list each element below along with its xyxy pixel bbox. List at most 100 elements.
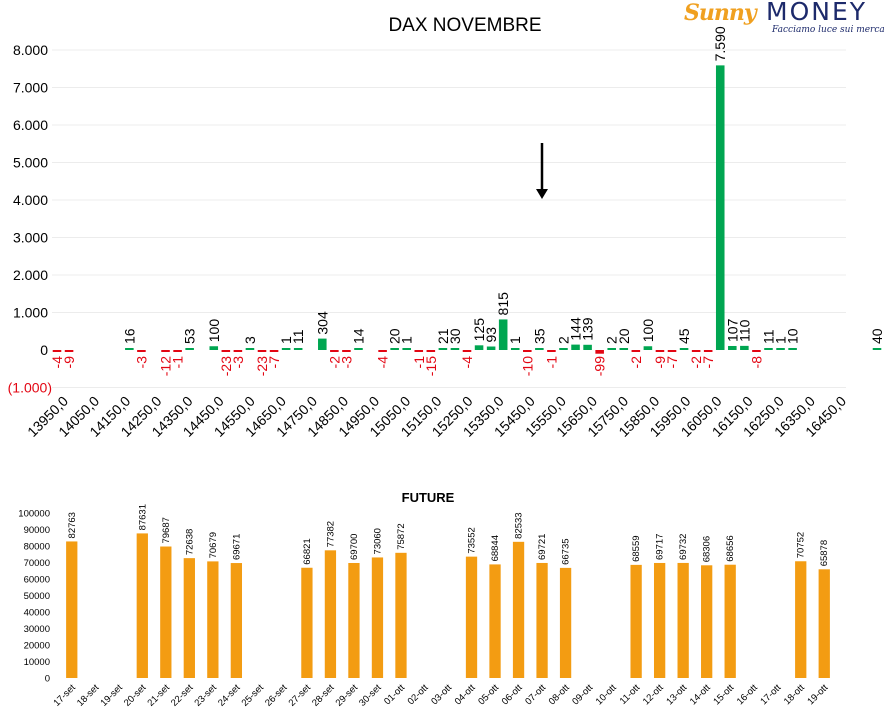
y-tick-label: 20000 [24,641,50,652]
bar-value-label: 68844 [490,535,501,561]
bar [390,348,399,350]
bar-value-label: -2 [688,356,704,369]
bar [125,348,134,350]
y-tick-label: 90000 [24,525,50,536]
bar-value-label: 69700 [349,534,360,560]
bar-value-label: -7 [664,356,680,369]
bar-value-label: 7.590 [712,26,728,61]
bar [160,546,172,678]
x-tick-label: 05-ott [476,682,501,707]
bar-value-label: -4 [49,356,65,369]
x-tick-label: 02-ott [406,682,431,707]
x-tick-label: 01-ott [382,682,407,707]
x-tick-label: 29-set [334,682,361,709]
bar-value-label: 82533 [514,512,525,538]
bar-value-label: -9 [61,356,77,369]
bar [395,552,407,678]
bar [465,556,478,678]
bar [209,346,219,350]
bar-value-label: 1 [773,336,789,344]
bar-value-label: -23 [254,356,270,376]
x-tick-label: 03-ott [429,682,454,707]
x-tick-label: 18-set [75,682,102,709]
bar-value-label: 100 [206,319,222,343]
bar-value-label: -23 [218,356,234,376]
bar [221,350,231,352]
bar-value-label: 72638 [184,529,195,555]
x-tick-label: 22-set [169,682,196,709]
x-tick-label: 13-ott [664,682,689,707]
x-tick-label: 30-set [357,682,384,709]
x-tick-label: 11-ott [618,682,643,707]
bar-value-label: 11 [760,329,776,344]
bar [183,558,195,678]
bar-value-label: 10 [785,328,801,344]
bar [703,350,713,352]
bar [701,565,713,678]
bar [547,350,556,352]
bar [498,319,508,350]
y-tick-label: 30000 [24,624,50,635]
x-tick-label: 21-set [145,682,172,709]
bar-value-label: 87631 [137,504,148,530]
bar-value-label: -3 [230,356,246,369]
bar [64,350,74,352]
bar-value-label: -8 [748,356,764,369]
bar [371,557,384,678]
bar-value-label: 304 [314,311,330,335]
bar-value-label: 110 [736,319,752,342]
x-tick-label: 15-ott [711,682,736,707]
bar-value-label: 69732 [678,534,689,560]
bar-value-label: 30 [447,328,463,344]
bar [667,350,677,352]
y-tick-label: 8.000 [13,42,48,58]
bar-value-label: 45 [676,328,692,344]
bar [378,350,387,352]
bar [207,561,219,678]
bar [595,350,604,354]
bar-value-label: 69717 [655,534,666,560]
bar-value-label: 68656 [725,535,736,561]
bar [643,346,653,350]
bar [137,350,146,352]
bar [607,348,616,350]
bar-value-label: 20 [616,328,632,344]
bar [330,350,339,352]
bar-value-label: 73060 [372,528,383,554]
dax-options-chart: DAX NOVEMBRE (1.000) 0 1.000 2.000 3.000 4.000… [8,15,884,440]
bar [324,550,337,678]
bar [66,541,78,678]
bar [318,338,327,350]
bar-value-label: 40 [869,328,884,344]
x-tick-label: 14-ott [688,682,713,707]
bar-value-label: -3 [133,356,149,369]
bar [653,562,666,678]
bar [185,348,194,350]
bar-value-label: 93 [483,327,499,343]
bar [233,350,243,352]
bar-value-label: -2 [628,356,644,369]
bar-value-label: -99 [592,356,608,376]
bar-value-label: 68306 [702,536,713,562]
bar-value-label: 73552 [467,527,478,553]
bar-value-label: 82763 [67,512,78,538]
bar-value-label: 144 [568,317,584,341]
bar-value-label: 75872 [396,523,407,549]
logo-tagline: Facciamo luce sui mercati [772,25,884,35]
bar-value-label: 14 [350,328,366,344]
x-tick-label: 04-ott [453,682,478,707]
bar [245,348,255,350]
bar-value-label: 11 [290,329,306,344]
y-tick-label: 0 [45,674,50,685]
x-tick-label: 28-set [310,682,337,709]
bar [161,350,170,352]
bar [535,348,544,350]
bar [559,567,572,678]
bar [788,348,797,350]
bar [462,350,472,352]
x-tick-label: 17-ott [758,682,783,707]
x-tick-label: 26-set [263,682,290,709]
bar-value-label: 20 [387,328,403,344]
x-tick-label: 19-set [98,682,125,709]
chart-title: DAX NOVEMBRE [388,15,541,36]
